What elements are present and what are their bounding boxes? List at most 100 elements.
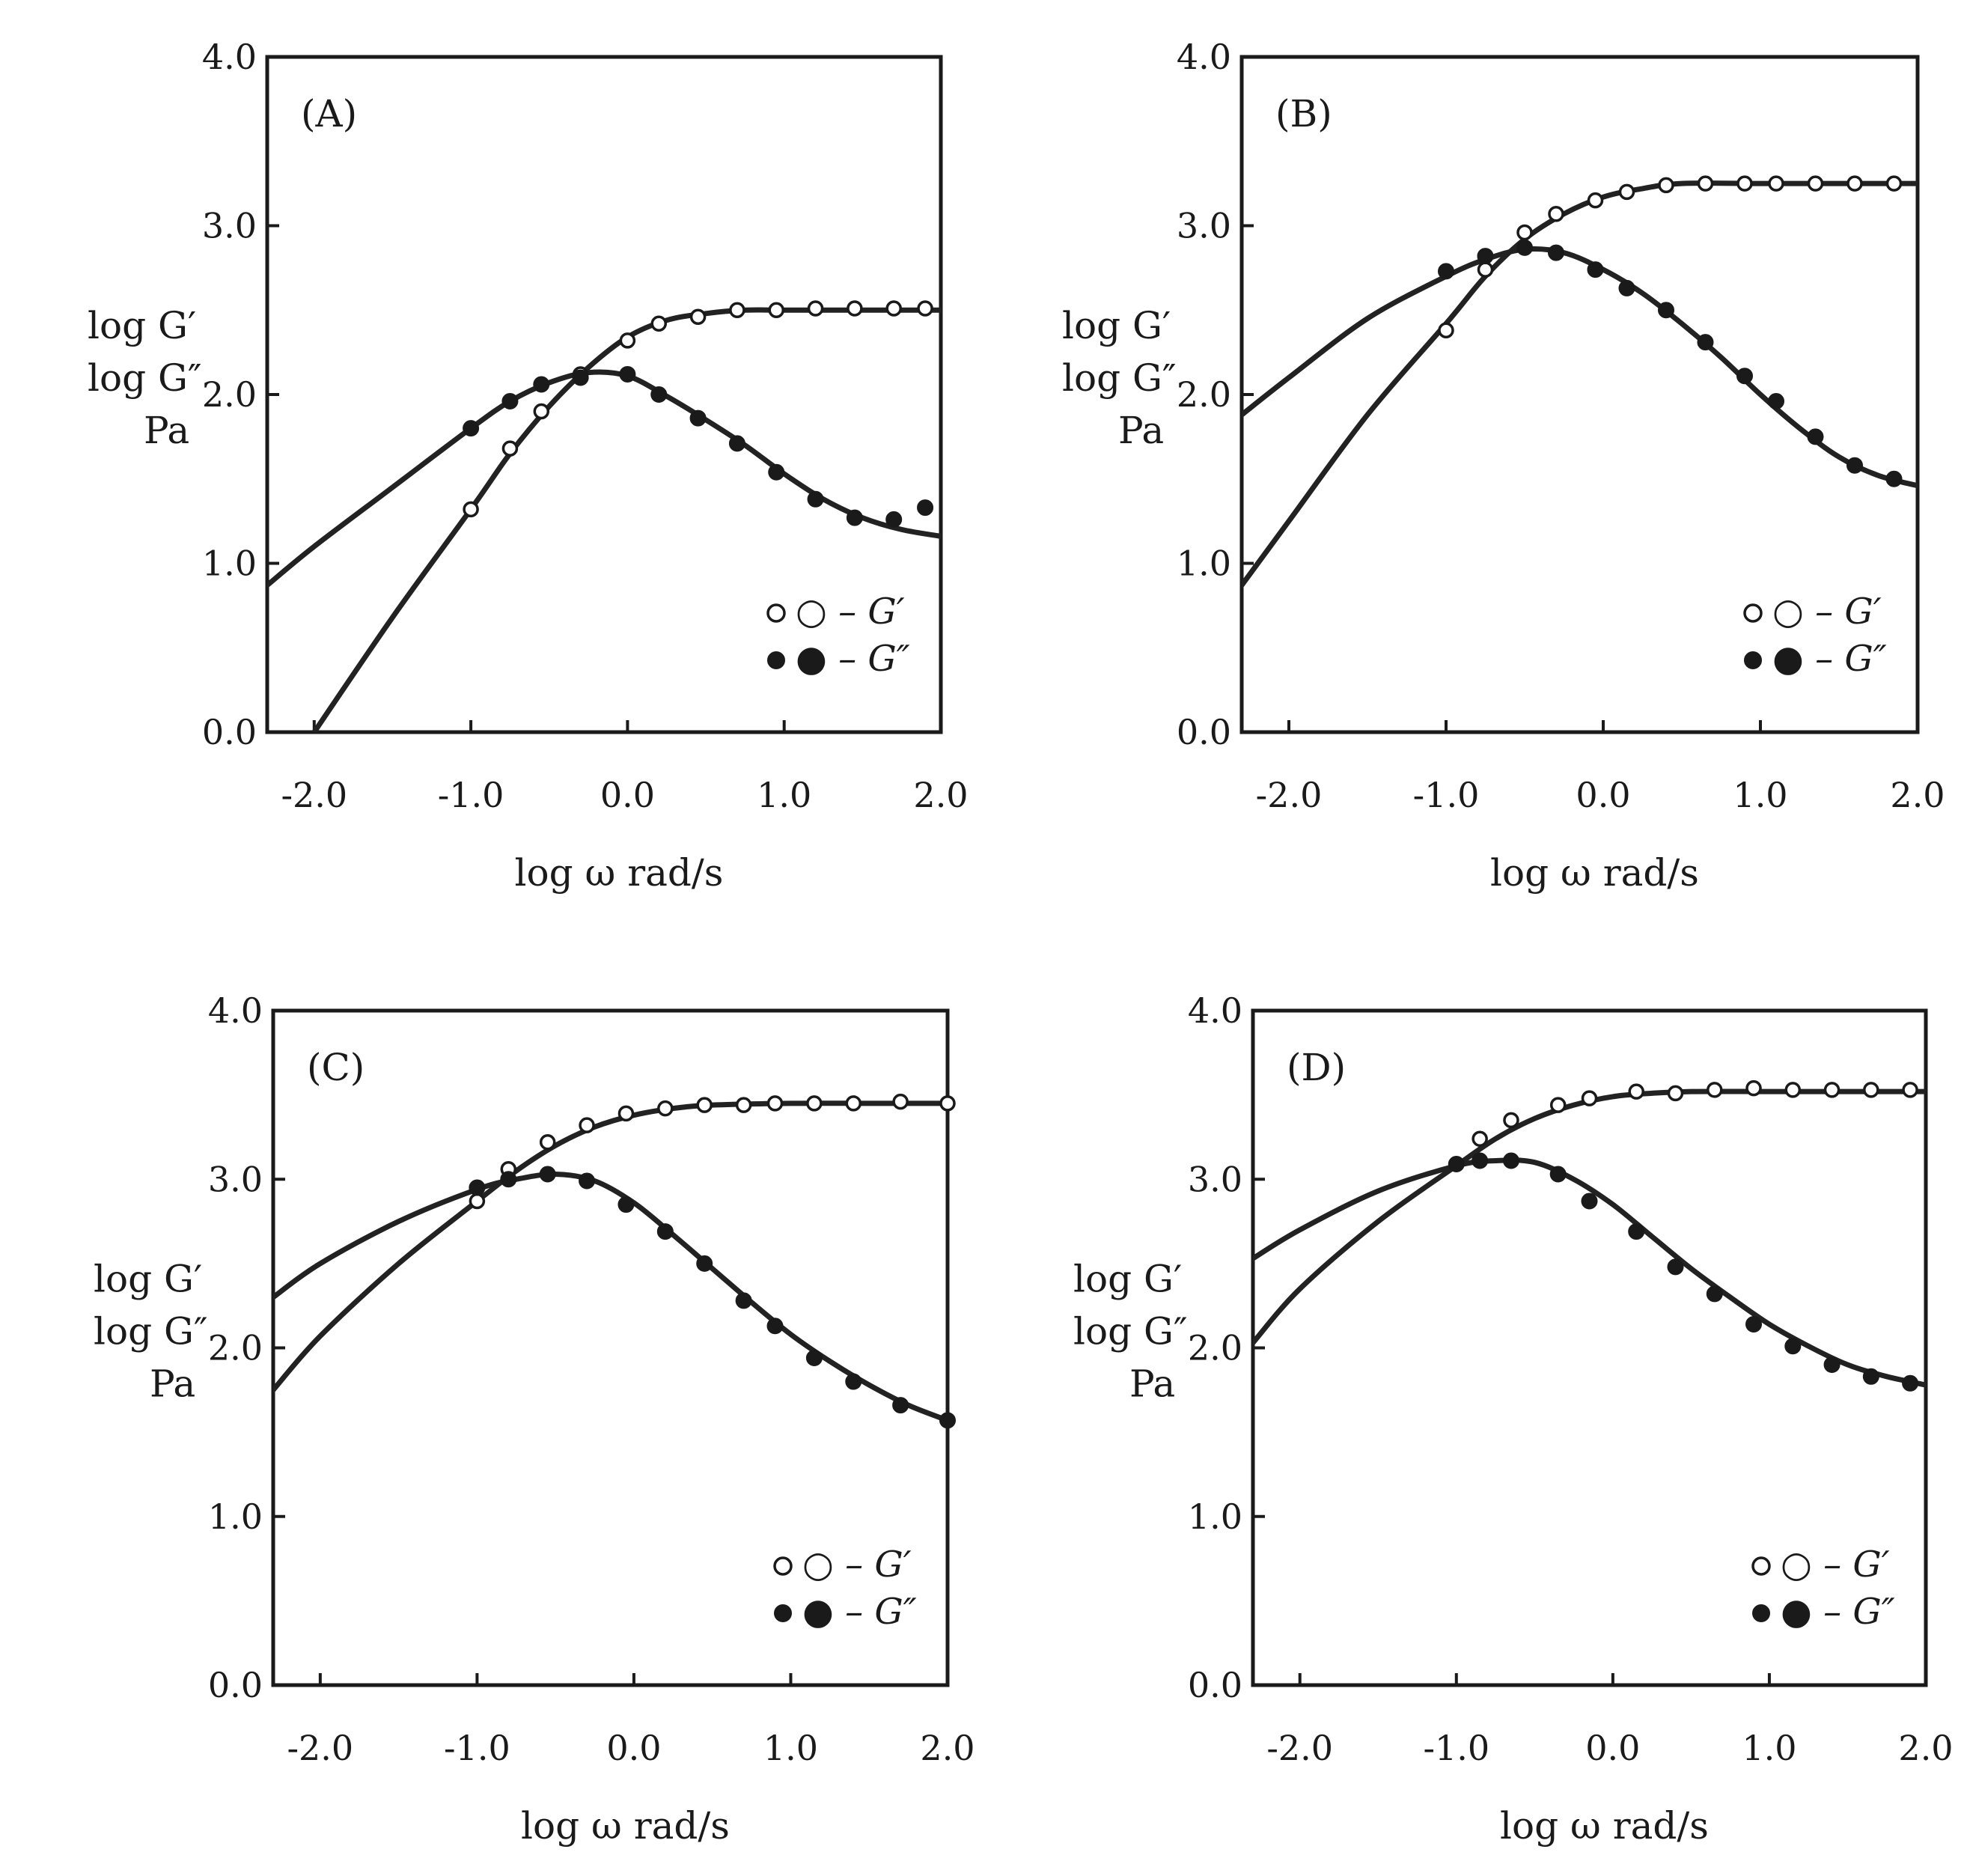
x-tick-label: 2.0 xyxy=(920,1728,975,1768)
g-double-prime-point xyxy=(533,376,550,393)
g-prime-point xyxy=(1628,1083,1644,1100)
x-tick-label: 0.0 xyxy=(1585,1728,1640,1768)
g-prime-point xyxy=(1863,1082,1879,1098)
g-prime-fit-curve xyxy=(1242,180,1918,588)
g-double-prime-point xyxy=(1502,1152,1519,1169)
g-double-prime-point xyxy=(1516,239,1533,256)
g-prime-point xyxy=(1503,1112,1519,1129)
g-prime-point xyxy=(501,440,519,457)
legend-label-g-prime: ○ – G′ xyxy=(1772,591,1882,633)
y-tick-label: 2.0 xyxy=(208,1328,263,1368)
x-tick-label: -1.0 xyxy=(1413,775,1480,815)
y-tick-label: 0.0 xyxy=(208,1665,263,1705)
x-tick-label: 0.0 xyxy=(606,1728,661,1768)
y-axis-label-line: Pa xyxy=(1129,1362,1175,1406)
panel-label: (C) xyxy=(307,1046,365,1089)
g-double-prime-point xyxy=(735,1292,752,1309)
x-tick-label: -2.0 xyxy=(1266,1728,1333,1768)
g-double-prime-point xyxy=(1618,279,1635,296)
y-axis-label-line: Pa xyxy=(150,1362,195,1406)
g-double-prime-point xyxy=(1477,248,1494,265)
legend-label-g-double-prime: ● – G″ xyxy=(1772,638,1887,680)
x-axis-label: log ω rad/s xyxy=(1490,851,1699,895)
panel-c: -2.0 -1.0 0.0 1.0 2.0 0.0 1.0 2.0 3.0 4.0 log ω ra… xyxy=(94,990,975,1848)
g-double-prime-point xyxy=(539,1166,556,1183)
g-double-prime-point xyxy=(1885,470,1903,487)
g-double-prime-point xyxy=(650,386,668,403)
g-double-prime-point xyxy=(1472,1152,1489,1169)
y-axis-label-line: Pa xyxy=(1118,409,1164,452)
legend-label-g-prime: ○ – G′ xyxy=(802,1544,912,1586)
g-prime-point xyxy=(1745,1079,1762,1097)
g-prime-point xyxy=(1581,1090,1598,1106)
g-double-prime-point xyxy=(1548,244,1564,261)
y-axis-label-line: log G″ xyxy=(94,1310,208,1353)
g-prime-point xyxy=(1902,1082,1918,1098)
legend-open-circle-icon xyxy=(1751,1556,1771,1576)
y-tick-label: 1.0 xyxy=(202,543,257,584)
x-tick-label: 1.0 xyxy=(1733,775,1787,815)
y-tick-label: 2.0 xyxy=(1177,374,1231,415)
y-tick-label: 1.0 xyxy=(1177,543,1231,584)
g-prime-point xyxy=(1618,183,1635,201)
legend-filled-circle-icon xyxy=(767,651,785,669)
g-prime-point xyxy=(1846,175,1863,192)
legend-label-g-double-prime: ● – G″ xyxy=(796,638,910,680)
legend-filled-circle-icon xyxy=(1744,651,1762,669)
y-tick-label: 4.0 xyxy=(202,37,257,77)
g-prime-point xyxy=(807,300,824,317)
panel-label: (A) xyxy=(301,92,357,135)
g-double-prime-point xyxy=(1448,1155,1465,1172)
x-tick-label: -1.0 xyxy=(1423,1728,1489,1768)
g-double-prime-point xyxy=(1846,457,1863,474)
x-tick-label: 1.0 xyxy=(757,775,811,815)
g-double-prime-point xyxy=(579,1172,596,1190)
g-double-prime-point xyxy=(1736,368,1753,385)
x-tick-label: 2.0 xyxy=(1898,1728,1953,1768)
g-prime-point xyxy=(847,300,863,317)
g-double-prime-point xyxy=(1628,1223,1645,1240)
g-double-prime-point xyxy=(1706,1285,1723,1303)
g-prime-point xyxy=(1438,322,1454,339)
panel-label: (B) xyxy=(1275,92,1332,135)
y-tick-label: 1.0 xyxy=(208,1496,263,1537)
y-tick-label: 0.0 xyxy=(202,712,257,752)
y-tick-label: 4.0 xyxy=(1177,37,1231,77)
y-axis-label-line: log G′ xyxy=(94,1258,202,1301)
legend-open-circle-icon xyxy=(773,1556,793,1576)
g-double-prime-point xyxy=(696,1255,713,1272)
g-prime-point xyxy=(735,1097,752,1113)
x-tick-label: 1.0 xyxy=(1742,1728,1796,1768)
panel-d: -2.0 -1.0 0.0 1.0 2.0 0.0 1.0 2.0 3.0 4.0 log ω ra… xyxy=(1073,990,1954,1848)
g-prime-point xyxy=(1516,224,1533,241)
g-double-prime-point xyxy=(1902,1374,1919,1392)
x-tick-label: 2.0 xyxy=(1890,775,1945,815)
g-double-prime-point xyxy=(846,509,863,526)
panel-label: (D) xyxy=(1287,1046,1346,1089)
x-tick-label: -2.0 xyxy=(287,1728,354,1768)
legend-open-circle-icon xyxy=(766,603,786,623)
g-prime-point xyxy=(533,403,550,420)
g-prime-point xyxy=(1667,1085,1684,1102)
y-axis-label-line: Pa xyxy=(144,409,189,452)
y-tick-label: 2.0 xyxy=(1188,1328,1242,1368)
g-prime-point xyxy=(885,300,902,317)
g-prime-point xyxy=(939,1095,956,1112)
g-prime-point xyxy=(617,1105,635,1122)
x-tick-label: 0.0 xyxy=(1576,775,1630,815)
g-prime-point xyxy=(1784,1082,1802,1098)
x-axis-label: log ω rad/s xyxy=(1500,1804,1709,1848)
y-tick-label: 3.0 xyxy=(1177,206,1231,246)
g-prime-point xyxy=(845,1095,862,1112)
y-axis-label-line: log G″ xyxy=(1073,1310,1188,1353)
g-prime-point xyxy=(917,300,933,317)
g-double-prime-point xyxy=(1862,1368,1879,1385)
g-prime-point xyxy=(539,1133,556,1151)
y-tick-label: 3.0 xyxy=(1188,1159,1242,1199)
g-double-prime-point xyxy=(807,490,824,508)
g-prime-fit-curve xyxy=(311,307,941,732)
g-double-prime-point xyxy=(845,1373,862,1390)
x-tick-label: -1.0 xyxy=(444,1728,510,1768)
g-double-prime-point xyxy=(617,1196,635,1213)
